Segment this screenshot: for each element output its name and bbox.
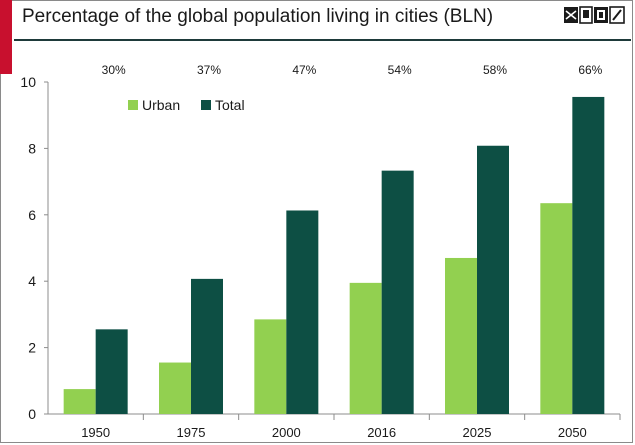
x-tick-label: 1950 xyxy=(81,425,110,440)
bar-urban-2016 xyxy=(349,282,382,414)
bar-total-1950 xyxy=(95,329,128,414)
bar-urban-2000 xyxy=(254,319,287,414)
percent-annotation: 47% xyxy=(292,63,316,77)
legend-swatch-total xyxy=(201,100,211,110)
bar-urban-1950 xyxy=(63,389,96,414)
publisher-logo-icon xyxy=(563,6,625,24)
bar-urban-2050 xyxy=(540,203,573,414)
title-divider xyxy=(14,39,631,41)
bar-urban-1975 xyxy=(159,362,191,414)
percent-annotation: 58% xyxy=(483,63,507,77)
percent-annotation: 30% xyxy=(102,63,126,77)
y-tick-label: 2 xyxy=(28,340,36,356)
percent-annotation: 66% xyxy=(578,63,602,77)
bar-total-2050 xyxy=(572,96,605,414)
x-tick-label: 1975 xyxy=(177,425,206,440)
bar-urban-2025 xyxy=(445,257,477,414)
percent-annotation: 37% xyxy=(197,63,221,77)
y-tick-label: 6 xyxy=(28,207,36,223)
bar-total-2016 xyxy=(381,170,414,414)
bar-total-2025 xyxy=(477,145,509,414)
x-tick-label: 2050 xyxy=(558,425,587,440)
y-tick-label: 10 xyxy=(20,74,36,90)
legend-label-urban: Urban xyxy=(142,97,180,113)
x-tick-label: 2025 xyxy=(463,425,492,440)
x-tick-label: 2000 xyxy=(272,425,301,440)
bar-total-1975 xyxy=(191,278,223,414)
y-tick-label: 0 xyxy=(28,406,36,422)
legend-swatch-urban xyxy=(128,100,138,110)
chart-title: Percentage of the global population livi… xyxy=(22,6,494,27)
x-tick-label: 2016 xyxy=(367,425,396,440)
percent-annotation: 54% xyxy=(388,63,412,77)
bar-total-2000 xyxy=(286,210,319,414)
accent-tab xyxy=(0,0,12,74)
y-tick-label: 4 xyxy=(28,273,36,289)
legend-label-total: Total xyxy=(215,97,245,113)
y-tick-label: 8 xyxy=(28,140,36,156)
